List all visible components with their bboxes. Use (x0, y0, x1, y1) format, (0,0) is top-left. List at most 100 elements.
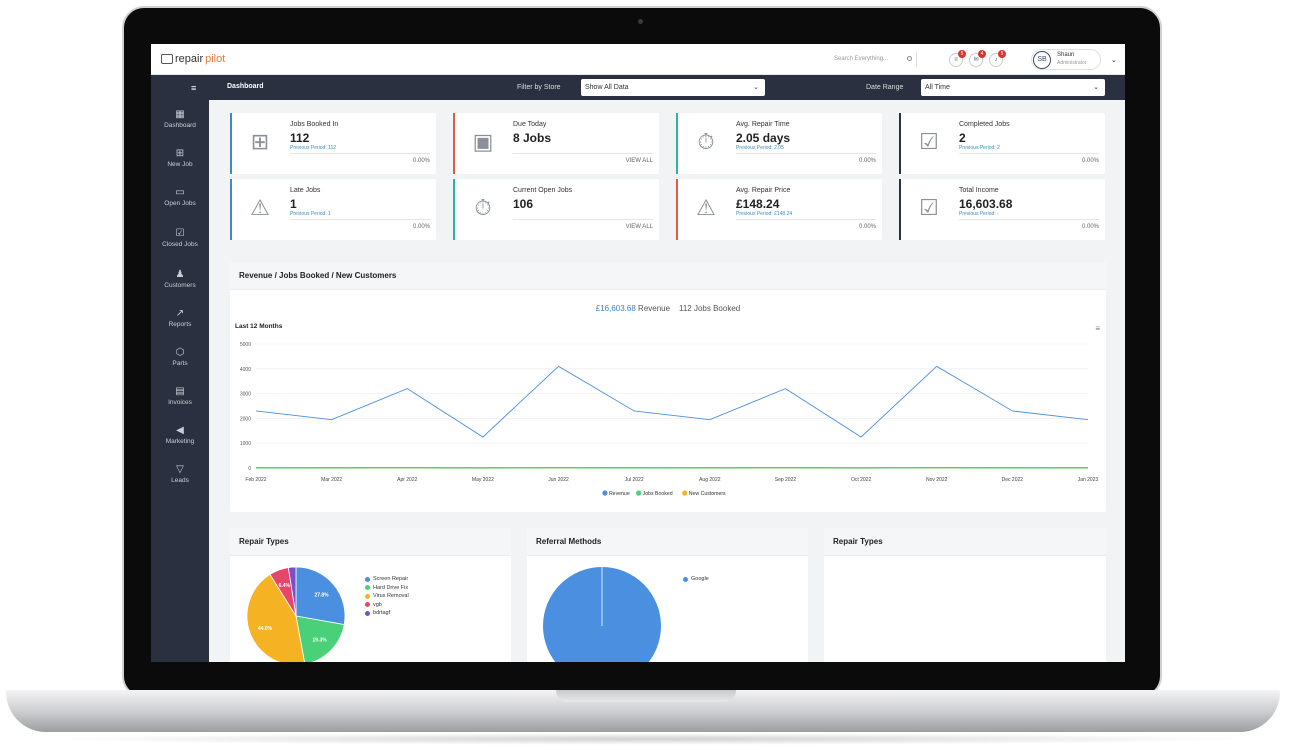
sidebar-item-invoices[interactable]: ▤ Invoices (151, 385, 209, 406)
card-divider (736, 153, 876, 154)
kpi-card[interactable]: ⊞ Jobs Booked In 112 Previous Period: 11… (230, 113, 436, 174)
sidebar-item-customers[interactable]: ♟ Customers (151, 268, 209, 289)
sidebar-item-marketing[interactable]: ◀ Marketing (151, 424, 209, 445)
card-value: 1 (290, 197, 297, 211)
summary-jobs-label: Jobs Booked (693, 304, 741, 313)
sidebar-item-leads[interactable]: ▽ Leads (151, 463, 209, 484)
summary-jobs: 112 (678, 304, 692, 313)
sidebar-item-label: Invoices (168, 399, 192, 406)
legend-label: Virus Removal (373, 593, 409, 599)
panel-header: Referral Methods (527, 528, 808, 556)
avatar[interactable]: SB (1033, 51, 1051, 69)
card-divider (959, 219, 1099, 220)
kpi-card[interactable]: ⏱ Current Open Jobs 106 VIEW ALL (453, 179, 659, 240)
legend-label: bdrtagf (373, 610, 391, 616)
y-tick-label: 0 (248, 466, 251, 472)
card-percent: 0.00% (1081, 224, 1099, 230)
card-accent (676, 179, 678, 240)
x-tick-label: Sep 2022 (775, 477, 797, 483)
chart-icon: ↗ (175, 308, 185, 319)
legend-item[interactable]: bdrtagf (365, 610, 409, 616)
laptop-base (6, 690, 1280, 732)
card-percent: 0.00% (412, 158, 430, 164)
folder-icon: ▭ (175, 187, 185, 198)
logo[interactable]: repair pilot (161, 53, 225, 65)
legend-label: vgb (373, 601, 382, 608)
kpi-card[interactable]: ⚠ Avg. Repair Price £148.24 Previous Per… (676, 179, 882, 240)
view-all-link[interactable]: VIEW ALL (625, 224, 653, 230)
kpi-card[interactable]: ⏱ Avg. Repair Time 2.05 days Previous Pe… (676, 113, 882, 174)
repair-types-panel: Repair Types 27.8% 19.3% 44.0% 6.4% Screen … (230, 528, 511, 662)
legend-swatch (683, 576, 688, 582)
sidebar-item-closed-jobs[interactable]: ☑ Closed Jobs (151, 227, 209, 248)
card-divider (290, 219, 430, 220)
legend-item[interactable]: Virus Removal (365, 593, 409, 599)
card-title: Avg. Repair Price (736, 187, 791, 194)
laptop-notch (556, 690, 736, 702)
kpi-card[interactable]: ☑ Completed Jobs 2 Previous Period: 2 0.… (899, 113, 1105, 174)
chevron-down-icon[interactable]: ⌄ (1111, 57, 1117, 64)
breadcrumb[interactable]: Dashboard (227, 83, 264, 90)
user-role: Administrator (1057, 60, 1087, 66)
search-input[interactable]: Search Everything... (831, 52, 917, 67)
mail-icon[interactable]: ✉ 4 (969, 50, 986, 67)
list-icon[interactable]: ≡ 5 (949, 50, 966, 67)
y-tick-label: 1000 (240, 441, 251, 447)
store-select-value: Show All Data (585, 84, 629, 91)
repair-types-panel-2: Repair Types (824, 528, 1106, 662)
card-accent (899, 113, 901, 174)
legend-item[interactable]: Screen Repair (365, 576, 409, 582)
logo-text: repair (175, 53, 204, 65)
sidebar-item-label: Customers (164, 282, 196, 289)
main-content: ⊞ Jobs Booked In 112 Previous Period: 11… (209, 100, 1125, 662)
pie-value-label: 6.4% (279, 583, 291, 589)
topbar: repair pilot Search Everything... ≡ 5 ✉ 4 ♪… (151, 44, 1125, 75)
user-name: Shaun (1057, 52, 1075, 58)
date-range-select[interactable]: All Time ⌄ (921, 79, 1105, 96)
x-tick-label: Jul 2022 (625, 477, 644, 483)
x-tick-label: Jan 2023 (1078, 477, 1099, 483)
card-title: Current Open Jobs (513, 187, 573, 194)
store-select[interactable]: Show All Data ⌄ (581, 79, 765, 96)
referral-methods-panel: Referral Methods Google (527, 528, 808, 662)
panel-header: Repair Types (230, 528, 511, 556)
date-range-label: Date Range (866, 84, 904, 91)
card-percent: 0.00% (858, 224, 876, 230)
card-title: Completed Jobs (959, 121, 1010, 128)
pie-value-label: 44.0% (258, 626, 273, 632)
user-menu[interactable] (1031, 49, 1101, 70)
sidebar-item-new-job[interactable]: ⊞ New Job (151, 147, 209, 168)
sidebar-item-dashboard[interactable]: ▦ Dashboard (151, 108, 209, 129)
chart-menu-icon[interactable]: ≡ (1095, 324, 1100, 333)
legend-item[interactable]: Google (683, 576, 709, 582)
view-all-link[interactable]: VIEW ALL (625, 158, 653, 164)
list-badge: 5 (958, 50, 966, 58)
x-tick-label: Oct 2022 (851, 477, 872, 483)
x-tick-label: Dec 2022 (1002, 477, 1024, 483)
sidebar-item-reports[interactable]: ↗ Reports (151, 307, 209, 328)
menu-icon[interactable]: ≡ (191, 83, 197, 93)
sidebar-item-label: Marketing (165, 438, 195, 445)
panel-header: Revenue / Jobs Booked / New Customers (230, 262, 1106, 290)
card-previous: Previous Period: 2 (959, 145, 1000, 151)
legend-swatch (365, 576, 370, 582)
pie-slice (246, 573, 305, 662)
kpi-card[interactable]: ⚠ Late Jobs 1 Previous Period: 1 0.00% (230, 179, 436, 240)
kpi-card[interactable]: ☑ Total Income 16,603.68 Previous Period… (899, 179, 1105, 240)
legend-swatch (602, 490, 608, 496)
series-line (255, 365, 1089, 438)
legend-label: Revenue (609, 491, 630, 497)
card-value: 112 (290, 131, 310, 145)
card-accent (453, 179, 455, 240)
x-tick-label: Apr 2022 (397, 477, 418, 483)
sidebar-item-open-jobs[interactable]: ▭ Open Jobs (151, 186, 209, 207)
bell-icon[interactable]: ♪ 5 (989, 50, 1006, 67)
y-tick-label: 2000 (240, 416, 251, 422)
summary-revenue: £16,603.68 (595, 304, 636, 313)
legend-item[interactable]: vgb (365, 602, 409, 608)
kpi-card[interactable]: ▣ Due Today 8 Jobs VIEW ALL (453, 113, 659, 174)
sidebar-item-parts[interactable]: ⬡ Parts (151, 346, 209, 367)
legend-item[interactable]: Hard Drive Fix (365, 585, 409, 591)
pie-value-label: 27.8% (314, 593, 329, 599)
search-icon[interactable] (907, 56, 912, 61)
